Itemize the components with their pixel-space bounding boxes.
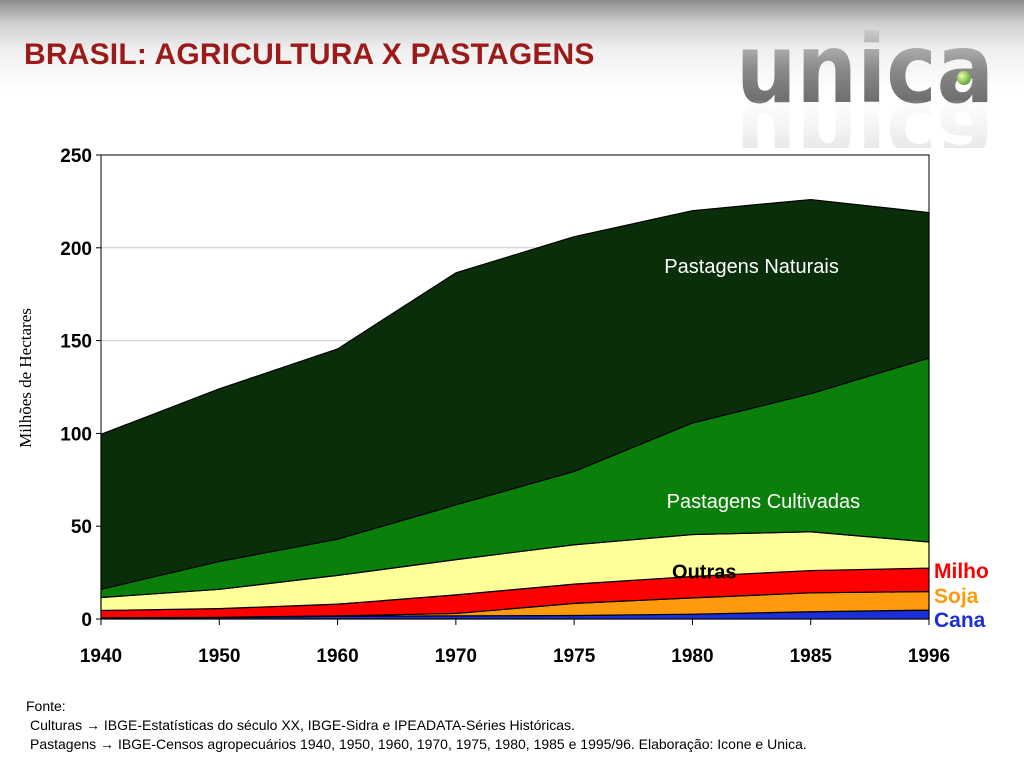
x-tick-label: 1940 — [80, 646, 122, 667]
x-tick-label: 1985 — [790, 646, 833, 667]
legend-entry-cana: Cana — [934, 609, 986, 632]
x-tick-label: 1960 — [316, 646, 358, 667]
plot-frame — [100, 154, 930, 620]
area-series — [100, 198, 930, 620]
y-tick-label: 0 — [81, 610, 92, 631]
y-tick-label: 250 — [60, 146, 92, 167]
legend-entry-milho: Milho — [934, 560, 989, 583]
page-title: BRASIL: AGRICULTURA X PASTAGENS — [24, 38, 595, 71]
legend-entry-soja: Soja — [934, 585, 979, 608]
x-tick-label: 1950 — [198, 646, 240, 667]
source-label: Fonte: — [26, 698, 66, 714]
svg-text:unica: unica — [736, 30, 994, 125]
x-tick-label: 1996 — [908, 646, 950, 667]
annotation-outras: Outras — [672, 562, 736, 584]
y-tick-label: 200 — [60, 239, 92, 260]
x-tick-label: 1980 — [671, 646, 713, 667]
svg-text:unica: unica — [736, 79, 994, 148]
source-notes: Fonte: Culturas → IBGE-Estatísticas do s… — [26, 697, 807, 754]
unica-logo: unica unica — [736, 30, 994, 148]
y-axis-label: Milhões de Hectares — [16, 308, 35, 448]
y-tick-label: 50 — [71, 517, 92, 538]
x-tick-label: 1975 — [553, 646, 596, 667]
header-band — [0, 0, 1024, 92]
y-tick-label: 150 — [60, 332, 92, 353]
source-pastagens: Pastagens → IBGE-Censos agropecuários 19… — [30, 736, 807, 752]
source-culturas: Culturas → IBGE-Estatísticas do século X… — [30, 717, 575, 733]
x-tick-label: 1970 — [435, 646, 477, 667]
y-tick-label: 100 — [60, 424, 92, 445]
y-axis-ticks: 0 50 100 150 200 250 — [60, 146, 101, 631]
area-chart: 0 50 100 150 200 250 1940 1950 1960 1970 1975 1980… — [16, 146, 989, 667]
logo-dot-icon — [957, 71, 971, 85]
annotation-pastagens-naturais: Pastagens Naturais — [664, 256, 839, 278]
x-axis-ticks: 1940 1950 1960 1970 1975 1980 1985 1996 — [80, 619, 950, 667]
annotation-pastagens-cultivadas: Pastagens Cultivadas — [667, 491, 860, 513]
series-annotations: Pastagens Naturais Pastagens Cultivadas Ou… — [664, 256, 860, 584]
